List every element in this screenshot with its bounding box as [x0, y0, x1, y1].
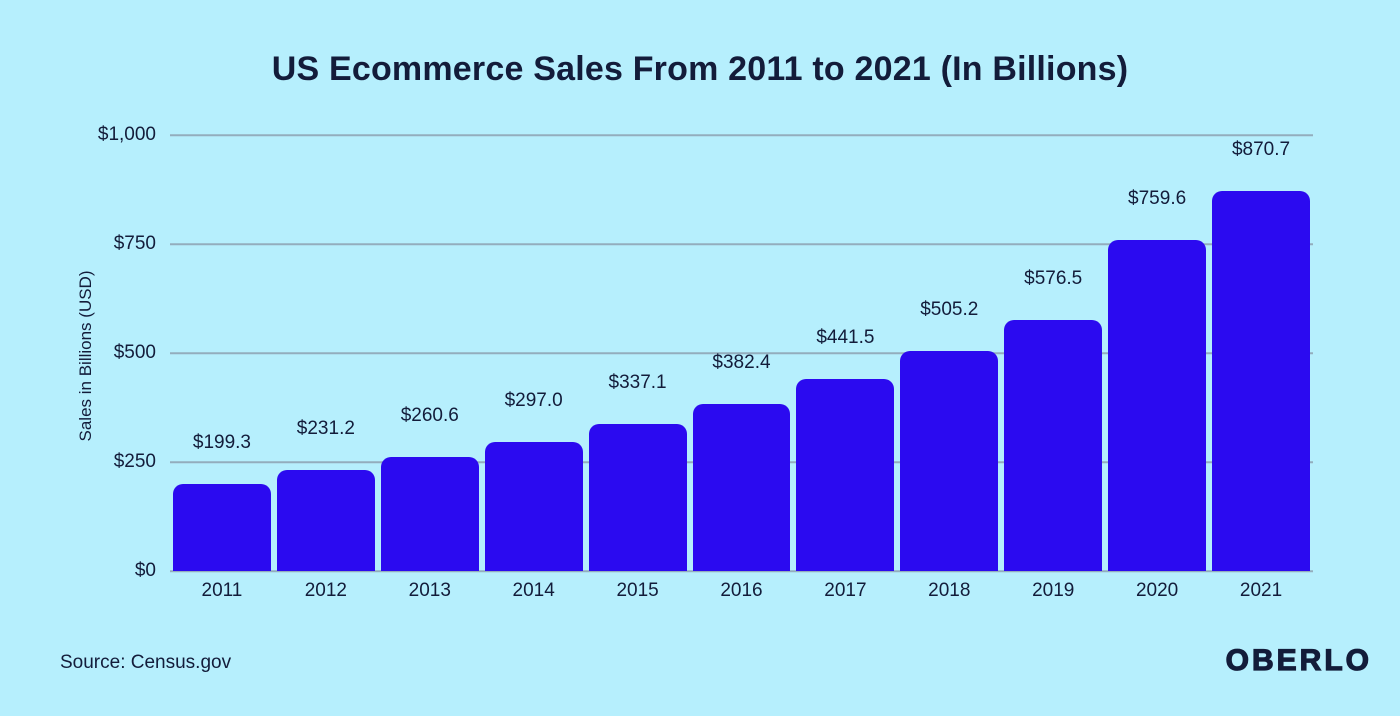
gridline-500 [170, 352, 1313, 354]
bar-2012 [276, 470, 375, 571]
bar-slot-2014: $297.0 2014 [482, 135, 586, 601]
bar-2016 [692, 404, 791, 571]
bar-value-label-2014: $297.0 [504, 389, 563, 411]
bar-slot-2011: $199.3 2011 [170, 135, 274, 601]
bar-2013 [380, 457, 479, 571]
bar-slot-2020: $759.6 2020 [1105, 135, 1209, 601]
y-tick-label-750: $750 [113, 233, 156, 254]
chart-title: US Ecommerce Sales From 2011 to 2021 (In… [271, 50, 1129, 88]
bar-2014 [484, 441, 583, 571]
x-tick-label-2011: 2011 [201, 580, 243, 601]
x-tick-label-2019: 2019 [1032, 580, 1075, 601]
bar-2017 [796, 378, 895, 571]
gridline-750 [170, 243, 1313, 245]
x-tick-label-2017: 2017 [824, 580, 867, 601]
x-tick-label-2015: 2015 [616, 580, 659, 601]
bar-slot-2017: $441.5 2017 [793, 135, 897, 601]
bar-slot-2018: $505.2 2018 [897, 135, 1001, 601]
gridline-1000 [170, 134, 1313, 136]
x-tick-label-2016: 2016 [720, 580, 763, 601]
y-tick-label-1000: $1,000 [97, 124, 156, 145]
x-tick-label-2021: 2021 [1239, 580, 1283, 601]
y-tick-label-250: $250 [113, 451, 156, 472]
x-tick-label-2013: 2013 [408, 580, 451, 601]
x-tick-label-2020: 2020 [1135, 580, 1179, 601]
bar-value-label-2016: $382.4 [712, 352, 771, 374]
oberlo-logo: OBERLO [1225, 643, 1372, 677]
bar-value-label-2017: $441.5 [816, 326, 875, 348]
y-tick-label-500: $500 [113, 342, 156, 363]
bar-slot-2013: $260.6 2013 [378, 135, 482, 601]
bar-value-label-2013: $260.6 [400, 405, 459, 427]
bar-slot-2015: $337.1 2015 [586, 135, 690, 601]
source-note: Source: Census.gov [60, 652, 232, 673]
bar-value-label-2015: $337.1 [608, 372, 667, 394]
bar-slot-2016: $382.4 2016 [690, 135, 794, 601]
bar-slot-2012: $231.2 2012 [274, 135, 378, 601]
bar-2018 [900, 350, 999, 571]
bar-2021 [1212, 191, 1310, 571]
bar-value-label-2020: $759.6 [1128, 187, 1187, 209]
bar-value-label-2018: $505.2 [920, 298, 979, 320]
bar-2020 [1108, 239, 1207, 571]
bar-value-label-2019: $576.5 [1024, 267, 1083, 289]
bar-2019 [1004, 319, 1103, 571]
bar-slot-2019: $576.5 2019 [1001, 135, 1105, 601]
bar-slot-2021: $870.7 2021 [1209, 135, 1313, 601]
y-axis-title: Sales in Billions (USD) [76, 270, 95, 442]
y-tick-label-0: $0 [134, 560, 156, 581]
x-tick-label-2018: 2018 [928, 580, 971, 601]
x-tick-label-2012: 2012 [304, 580, 347, 601]
bar-series: $199.3 2011 $231.2 2012 $260.6 2013 $297.0 2014… [170, 135, 1313, 601]
bar-value-label-2011: $199.3 [192, 432, 252, 454]
bar-2015 [588, 424, 687, 571]
bar-value-label-2021: $870.7 [1231, 139, 1291, 161]
gridline-0 [170, 570, 1313, 572]
plot-area: $0 $250 $500 $750 $1,000 $199.3 2011 $231.2 201… [98, 124, 1313, 601]
bar-2011 [173, 484, 271, 571]
x-tick-label-2014: 2014 [512, 580, 555, 601]
bar-value-label-2012: $231.2 [296, 418, 355, 440]
